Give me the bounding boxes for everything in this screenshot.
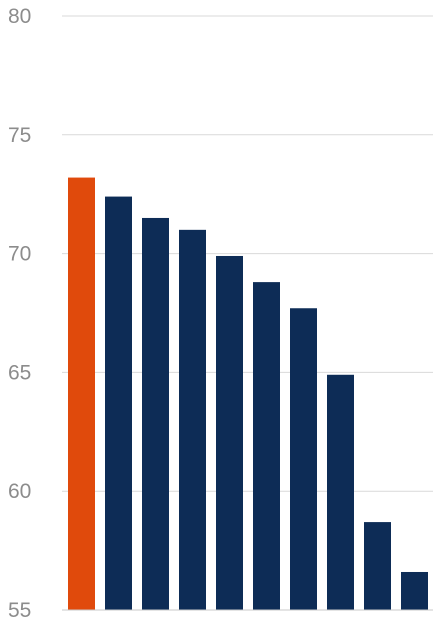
bar-highlighted <box>68 177 95 610</box>
bar <box>105 196 132 611</box>
bar <box>327 374 354 610</box>
bar <box>253 282 280 610</box>
bars <box>68 177 428 611</box>
y-tick-label: 65 <box>8 361 31 384</box>
y-tick-label: 60 <box>8 480 31 503</box>
y-axis-ticks: 55 60 65 70 75 80 <box>8 5 31 622</box>
bar <box>290 308 317 610</box>
y-tick-label: 75 <box>8 124 31 147</box>
bar <box>179 229 206 610</box>
bar <box>364 522 391 610</box>
bar <box>142 217 169 610</box>
y-tick-label: 80 <box>8 5 31 28</box>
y-tick-label: 70 <box>8 243 31 266</box>
y-tick-label: 55 <box>8 599 31 622</box>
bar <box>216 255 243 610</box>
bar <box>401 571 428 610</box>
